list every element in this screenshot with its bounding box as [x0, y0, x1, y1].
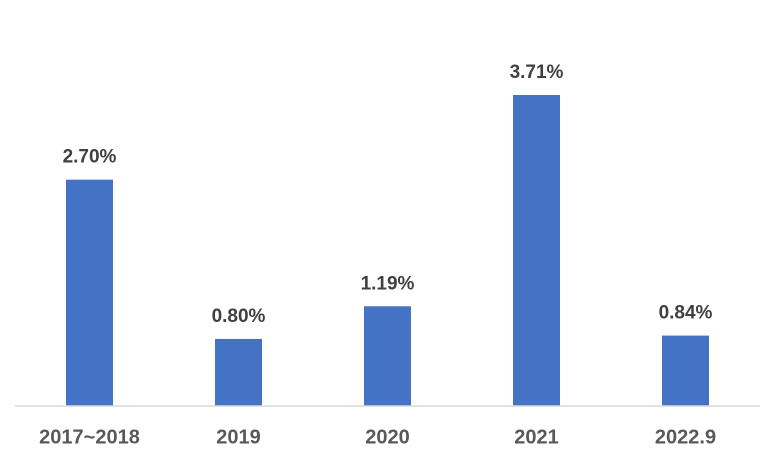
- value-label: 2.70%: [63, 147, 117, 168]
- x-tick-label: 2021: [514, 426, 559, 448]
- bar: [364, 306, 411, 406]
- bar: [513, 95, 560, 406]
- value-label: 3.71%: [510, 62, 564, 83]
- value-label: 0.80%: [212, 306, 266, 327]
- bar: [215, 338, 262, 406]
- bar: [662, 335, 709, 406]
- x-tick-label: 2022.9: [655, 426, 716, 448]
- value-label: 0.84%: [659, 303, 713, 324]
- value-label: 1.19%: [361, 273, 415, 294]
- x-tick-label: 2017~2018: [39, 426, 140, 448]
- bar: [66, 179, 113, 406]
- x-tick-label: 2019: [216, 426, 261, 448]
- x-tick-label: 2020: [365, 426, 410, 448]
